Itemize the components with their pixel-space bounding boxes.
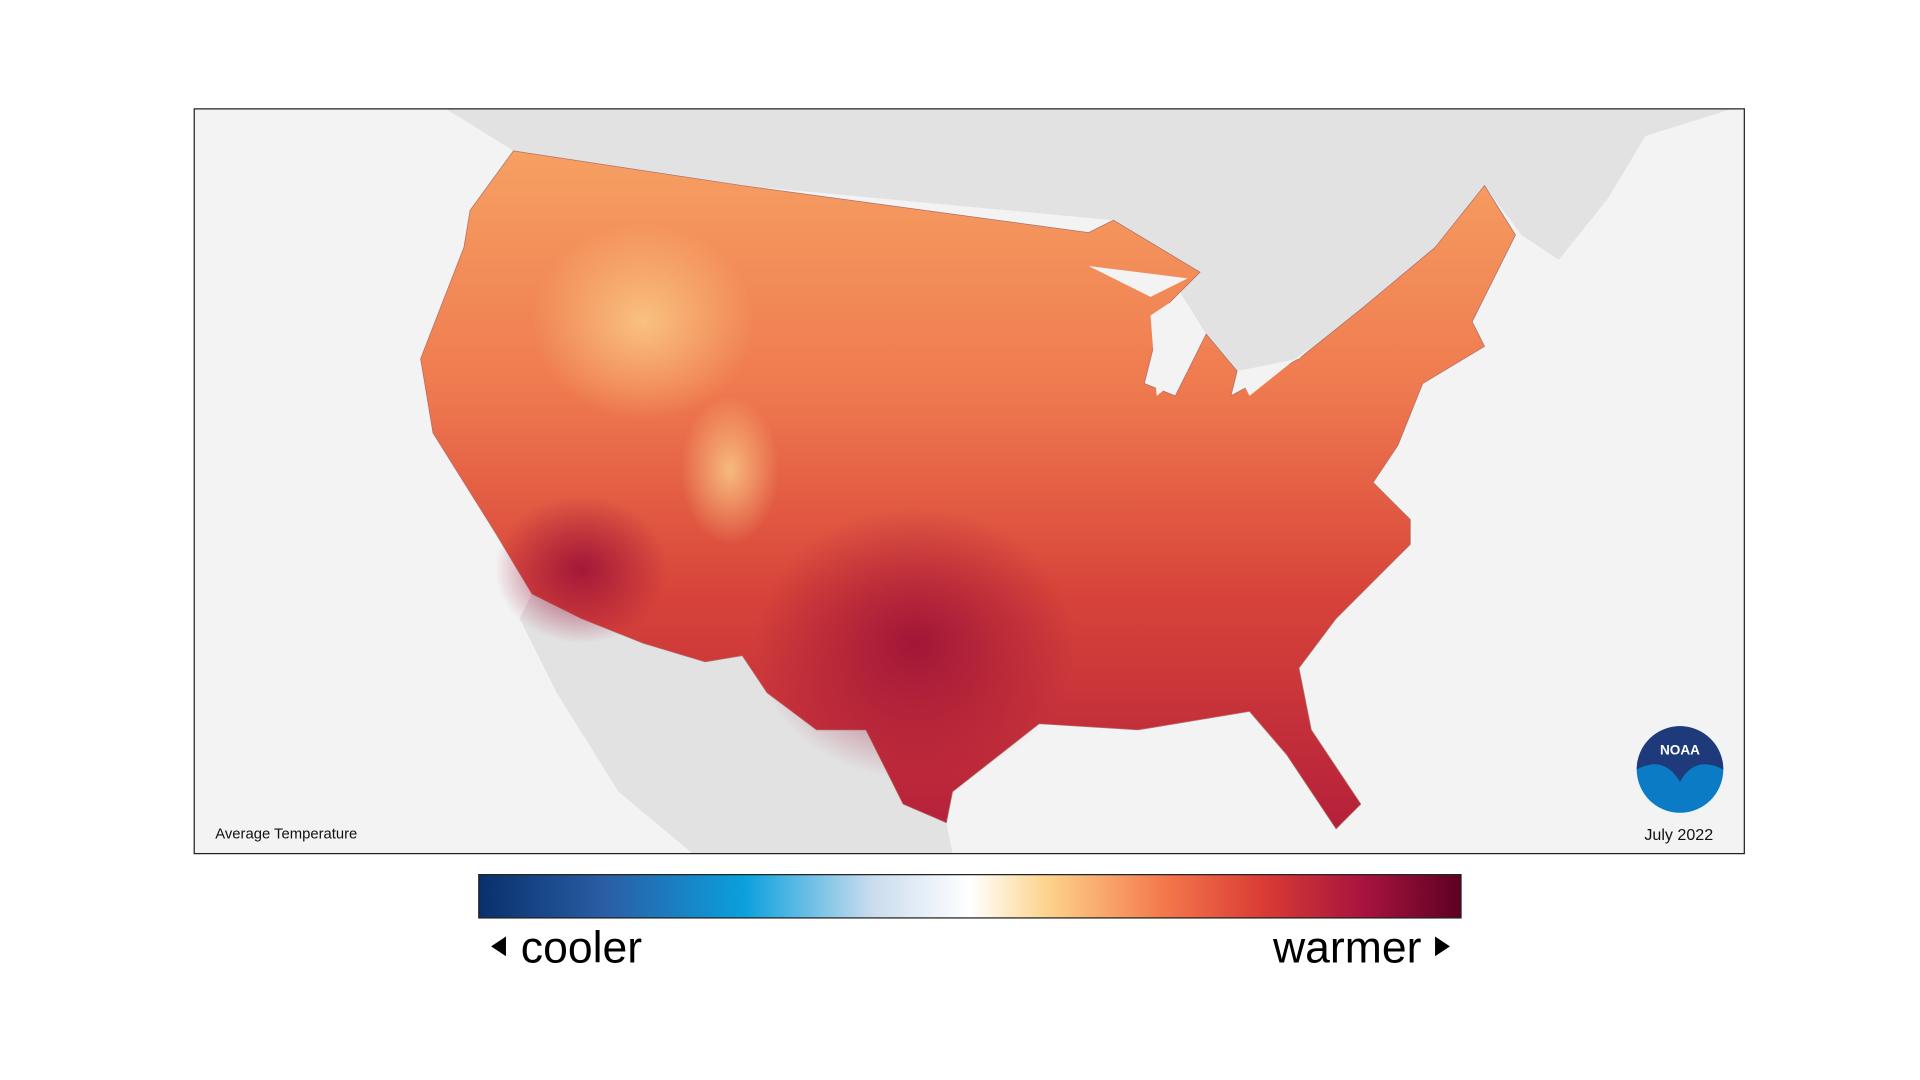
map-title: Average Temperature: [215, 827, 357, 843]
heat-texas: [754, 507, 1077, 780]
heat-southwest: [494, 494, 669, 644]
legend-low: cooler: [521, 923, 642, 972]
map-date: July 2022: [1644, 826, 1713, 844]
arrow-left: [491, 936, 506, 957]
canada: [445, 108, 1732, 372]
mexico: [519, 593, 953, 854]
logo-top: [1636, 726, 1724, 782]
noaa-logo: NOAA: [1636, 726, 1724, 813]
color-scale: [478, 874, 1462, 919]
mountain-west: [531, 222, 755, 421]
map-area: [194, 108, 1745, 854]
arrow-right: [1435, 936, 1450, 957]
rockies: [680, 395, 780, 545]
logo-text: NOAA: [1660, 743, 1700, 758]
map-frame: [193, 108, 1745, 855]
legend-high: warmer: [1272, 923, 1422, 972]
